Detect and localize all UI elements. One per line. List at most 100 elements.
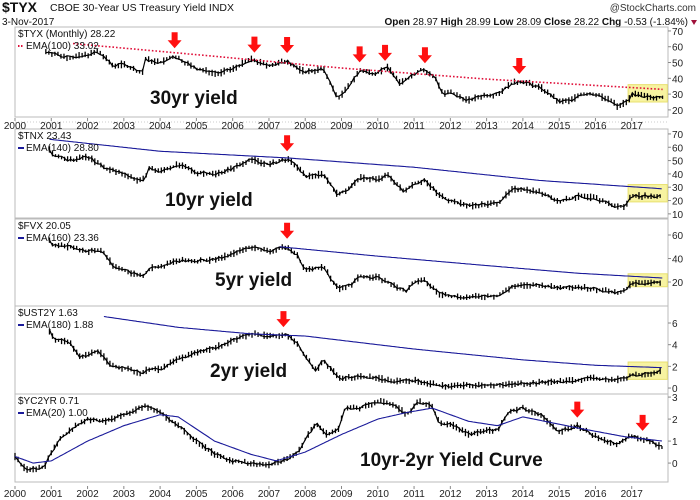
- y-tick-label: 70: [672, 27, 684, 38]
- ema-legend: EMA(180) 1.88: [26, 320, 94, 331]
- series-legend: $TNX 23.43: [18, 131, 72, 142]
- x-tick-label: 2000: [4, 489, 27, 500]
- ema-legend: EMA(100) 33.02: [26, 41, 99, 52]
- x-tick-label: 2006: [222, 489, 245, 500]
- x-tick-label: 2001: [40, 489, 63, 500]
- high-label: High: [441, 17, 463, 28]
- high-value: 28.99: [466, 17, 491, 28]
- x-tick-label: 2016: [584, 489, 607, 500]
- x-tick-label: 2017: [621, 121, 644, 132]
- red-down-arrow-icon: [417, 47, 432, 64]
- y-tick-label: 60: [672, 143, 684, 154]
- x-tick-label: 2000: [4, 121, 27, 132]
- ema-line: [14, 407, 663, 464]
- x-tick-label: 2008: [294, 121, 317, 132]
- quote-summary: Open 28.97 High 28.99 Low 28.09 Close 28…: [384, 17, 688, 28]
- series-legend: $TYX (Monthly) 28.22: [18, 29, 116, 40]
- x-tick-label: 2007: [258, 121, 281, 132]
- y-tick-label: 30: [672, 183, 684, 194]
- x-tick-label: 2007: [258, 489, 281, 500]
- red-down-arrow-icon: [512, 58, 527, 74]
- close-label: Close: [544, 17, 572, 28]
- x-tick-label: 2004: [149, 489, 172, 500]
- instrument-name: CBOE 30-Year US Treasury Yield INDX: [50, 2, 234, 14]
- x-tick-label: 2001: [40, 121, 63, 132]
- open-value: 28.97: [413, 17, 438, 28]
- panel-frame: [14, 26, 669, 118]
- x-tick-label: 2013: [475, 489, 498, 500]
- price-line: [14, 401, 663, 471]
- y-tick-label: 40: [672, 74, 684, 85]
- x-tick-label: 2009: [330, 489, 353, 500]
- chg-label: Chg: [602, 17, 621, 28]
- y-tick-label: 2: [672, 415, 678, 426]
- red-down-arrow-icon: [570, 401, 585, 418]
- x-tick-label: 2010: [367, 121, 390, 132]
- x-tick-label: 2013: [475, 121, 498, 132]
- ema-line: [103, 315, 662, 369]
- y-tick-label: 40: [672, 255, 684, 266]
- series-legend: $FVX 20.05: [18, 221, 71, 232]
- price-line: [45, 51, 663, 107]
- ema-line: [279, 246, 663, 279]
- panel-frame: [14, 218, 669, 307]
- ema-legend: EMA(20) 1.00: [26, 408, 88, 419]
- series-legend: $UST2Y 1.63: [18, 308, 78, 319]
- red-down-arrow-icon: [635, 414, 650, 431]
- x-tick-label: 2010: [367, 489, 390, 500]
- red-down-arrow-icon: [378, 44, 393, 61]
- price-line: [48, 329, 661, 388]
- x-tick-label: 2002: [76, 489, 99, 500]
- x-tick-label: 2005: [185, 121, 208, 132]
- y-tick-label: 3: [672, 393, 678, 404]
- y-tick-label: 20: [672, 278, 684, 289]
- y-tick-label: 4: [672, 341, 678, 352]
- x-tick-label: 2014: [512, 489, 535, 500]
- y-tick-label: 20: [672, 106, 684, 117]
- panel-frame: [14, 393, 669, 483]
- x-tick-label: 2012: [439, 489, 462, 500]
- symbol: $TYX: [2, 0, 38, 15]
- panel-annotation: 2yr yield: [210, 361, 287, 382]
- low-label: Low: [493, 17, 513, 28]
- x-tick-label: 2003: [113, 121, 136, 132]
- series-legend: $YC2YR 0.71: [18, 396, 80, 407]
- panel-frame: [14, 128, 669, 219]
- x-tick-label: 2011: [403, 489, 425, 500]
- ema-legend: EMA(140) 28.80: [26, 143, 99, 154]
- red-down-arrow-icon: [276, 311, 291, 328]
- y-tick-label: 20: [672, 197, 684, 208]
- panel-annotation: 10yr yield: [165, 190, 253, 211]
- y-tick-label: 50: [672, 59, 684, 70]
- price-line: [48, 149, 661, 209]
- y-tick-label: 2: [672, 362, 678, 373]
- red-down-arrow-icon: [247, 36, 262, 53]
- x-tick-label: 2004: [149, 121, 172, 132]
- x-tick-label: 2011: [403, 121, 425, 132]
- red-down-arrow-icon: [280, 36, 295, 53]
- x-tick-label: 2012: [439, 121, 462, 132]
- chg-value: -0.53 (-1.84%): [624, 17, 688, 28]
- ema-legend: EMA(160) 23.36: [26, 233, 99, 244]
- y-tick-label: 0: [672, 459, 678, 470]
- x-tick-label: 2015: [548, 121, 571, 132]
- close-value: 28.22: [574, 17, 599, 28]
- red-down-arrow-icon: [280, 135, 295, 152]
- x-tick-label: 2005: [185, 489, 208, 500]
- price-line: [48, 239, 661, 299]
- x-tick-label: 2017: [621, 489, 644, 500]
- ema-line: [49, 138, 662, 190]
- panel-tyx: 20 30 40 50 60 70 $TYX (Monthly) 28.22EMA(100)…: [14, 26, 684, 118]
- y-tick-label: 10: [672, 210, 684, 221]
- y-tick-label: 6: [672, 319, 678, 330]
- y-tick-label: 50: [672, 157, 684, 168]
- red-down-arrow-icon: [167, 32, 182, 49]
- x-axis-2: 2000 2001 2002 2003 2004 2005 2006 2007 2008 2009…: [4, 486, 643, 500]
- panel-annotation: 5yr yield: [215, 270, 292, 291]
- ema-line: [72, 42, 663, 91]
